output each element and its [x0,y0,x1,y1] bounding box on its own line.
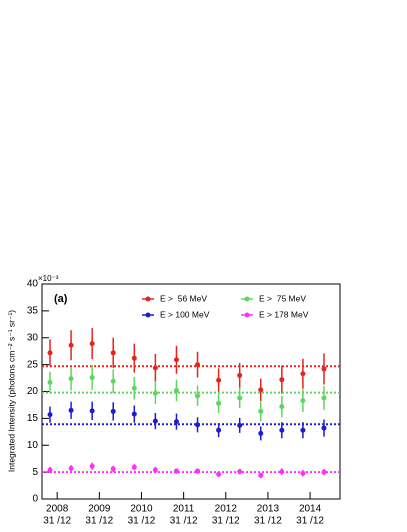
data-point [152,365,158,371]
data-point [47,467,53,473]
data-point [237,422,243,428]
x-tick-sublabel: 31 /12 [296,516,324,527]
data-point [216,427,222,433]
x-tick-label: 2011 [173,504,195,515]
legend-marker [145,296,151,302]
data-point [279,427,285,433]
data-point [173,419,179,425]
x-tick-label: 2010 [130,504,153,515]
data-point [131,464,137,470]
data-point [195,468,201,474]
data-point [321,469,327,475]
x-tick-label: 2008 [46,504,69,515]
x-tick-sublabel: 31 /12 [170,516,198,527]
data-point [216,471,222,477]
data-point [152,390,158,396]
data-point [131,385,137,391]
data-point [47,412,53,418]
data-point [89,341,95,347]
legend-marker [145,312,151,318]
x-tick-label: 2013 [257,504,280,515]
data-point [173,357,179,363]
data-point [195,362,201,368]
legend-label: E > 75 MeV [259,293,306,303]
legend-label: E > 56 MeV [160,293,207,303]
data-point [195,393,201,399]
data-point [89,408,95,414]
x-tick-sublabel: 31 /12 [85,516,113,527]
data-point [216,377,222,383]
data-point [237,469,243,475]
y-multiplier: ×10⁻³ [38,274,59,283]
data-point [321,425,327,431]
data-point [279,377,285,383]
x-tick-sublabel: 31 /12 [212,516,240,527]
x-tick-label: 2009 [88,504,111,515]
data-point [68,465,74,471]
data-point [300,427,306,433]
data-point [68,407,74,413]
data-point [173,387,179,393]
data-point [68,376,74,382]
data-point [152,418,158,424]
x-tick-label: 2014 [299,504,322,515]
data-point [237,395,243,401]
data-point [131,355,137,361]
x-tick-sublabel: 31 /12 [254,516,282,527]
data-point [237,372,243,378]
data-point [300,398,306,404]
x-tick-sublabel: 31 /12 [128,516,156,527]
y-tick-label: 35 [27,306,39,317]
data-point [152,467,158,473]
y-axis-label: Integrated Intensity (photons cm⁻² s⁻¹ s… [6,310,16,472]
data-point [258,430,264,436]
y-tick-label: 20 [27,386,39,397]
data-point [279,469,285,475]
legend-marker [244,312,250,318]
data-point [89,463,95,469]
y-tick-label: 15 [27,413,39,424]
data-point [216,400,222,406]
data-point [195,422,201,428]
legend-label: E > 100 MeV [160,309,210,319]
y-tick-label: 0 [32,494,38,505]
y-tick-label: 40 [27,279,39,290]
x-tick-label: 2012 [215,504,238,515]
data-point [258,387,264,393]
x-tick-sublabel: 31 /12 [43,516,71,527]
legend-marker [244,296,250,302]
data-point [258,472,264,478]
data-point [47,379,53,385]
y-tick-label: 10 [27,440,39,451]
y-tick-label: 5 [32,467,38,478]
data-point [110,408,116,414]
data-point [110,466,116,472]
data-point [321,366,327,372]
data-point [300,470,306,476]
data-point [110,378,116,384]
data-point [89,375,95,381]
data-point [131,411,137,417]
data-point [110,350,116,356]
data-point [279,404,285,410]
data-point [47,350,53,356]
data-point [68,342,74,348]
y-tick-label: 25 [27,359,39,370]
data-point [173,468,179,474]
data-point [321,395,327,401]
y-tick-label: 30 [27,332,39,343]
data-point [258,408,264,414]
panel-label: (a) [54,293,68,305]
data-point [300,371,306,377]
legend-label: E > 178 MeV [259,309,309,319]
